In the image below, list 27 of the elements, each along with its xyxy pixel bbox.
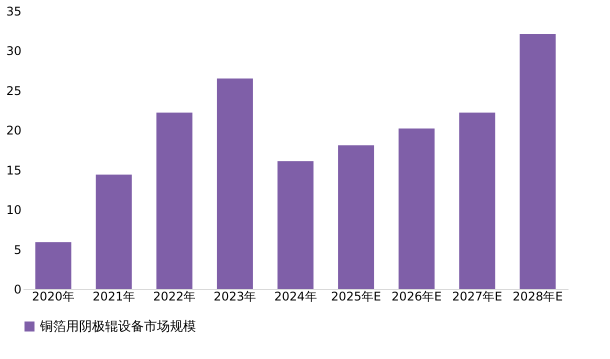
y-tick-label: 25 — [6, 84, 22, 98]
bar — [520, 34, 556, 289]
legend-label: 铜箔用阴极辊设备市场规模 — [39, 320, 196, 334]
bar — [35, 242, 72, 289]
x-tick-label: 2026年E — [392, 290, 442, 304]
y-tick-label: 15 — [6, 163, 22, 178]
bar — [96, 174, 132, 289]
y-tick-label: 20 — [6, 124, 22, 138]
x-tick-label: 2020年 — [32, 290, 75, 304]
x-tick-label: 2022年 — [153, 290, 196, 304]
y-tick-label: 0 — [14, 282, 22, 296]
bar — [216, 78, 253, 289]
y-tick-label: 5 — [14, 242, 22, 257]
y-tick-label: 35 — [6, 4, 22, 18]
bar — [278, 161, 314, 289]
x-tick-label: 2024年 — [274, 290, 317, 304]
y-tick-label: 30 — [6, 44, 22, 58]
x-tick-label: 2023年 — [214, 290, 256, 304]
x-tick-label: 2025年E — [330, 290, 382, 304]
x-tick-label: 2021年 — [92, 290, 136, 304]
y-tick-label: 10 — [6, 203, 22, 218]
bar — [459, 112, 496, 289]
bar — [398, 128, 435, 289]
x-tick-label: 2028年E — [512, 290, 563, 304]
bar — [338, 145, 374, 289]
x-tick-label: 2027年E — [452, 290, 502, 304]
bar — [156, 112, 192, 289]
